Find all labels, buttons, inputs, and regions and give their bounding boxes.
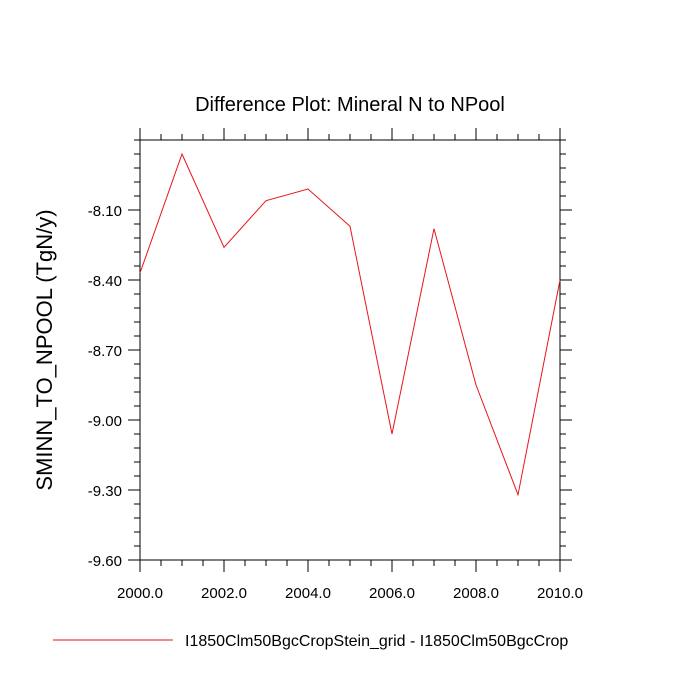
y-tick-label: -9.60 xyxy=(88,553,122,570)
y-tick-labels: -9.60 -9.30 -9.00 -8.70 -8.40 -8.10 xyxy=(88,203,122,570)
plot-border xyxy=(139,139,561,561)
legend: I1850Clm50BgcCropStein_grid - I1850Clm50… xyxy=(53,633,568,650)
x-tick-label: 2010.0 xyxy=(537,585,583,602)
plot-frame xyxy=(139,139,561,561)
x-tick-label: 2008.0 xyxy=(453,585,499,602)
x-tick-label: 2000.0 xyxy=(117,585,163,602)
series-line xyxy=(139,152,561,497)
x-tick-label: 2002.0 xyxy=(201,585,247,602)
y-axis-label: SMINN_TO_NPOOL (TgN/y) xyxy=(32,209,57,490)
y-tick-label: -9.30 xyxy=(88,483,122,500)
y-tick-label: -9.00 xyxy=(88,413,122,430)
x-tick-label: 2004.0 xyxy=(285,585,331,602)
chart-title: Difference Plot: Mineral N to NPool xyxy=(195,94,505,116)
y-tick-label: -8.10 xyxy=(88,203,122,220)
minor-ticks xyxy=(134,134,566,566)
major-ticks xyxy=(128,128,572,572)
y-tick-label: -8.70 xyxy=(88,343,122,360)
x-tick-label: 2006.0 xyxy=(369,585,415,602)
series-layer xyxy=(139,152,561,497)
legend-label: I1850Clm50BgcCropStein_grid - I1850Clm50… xyxy=(185,633,568,650)
y-tick-label: -8.40 xyxy=(88,273,122,290)
x-tick-labels: 2000.0 2002.0 2004.0 2006.0 2008.0 2010.0 xyxy=(117,585,583,602)
